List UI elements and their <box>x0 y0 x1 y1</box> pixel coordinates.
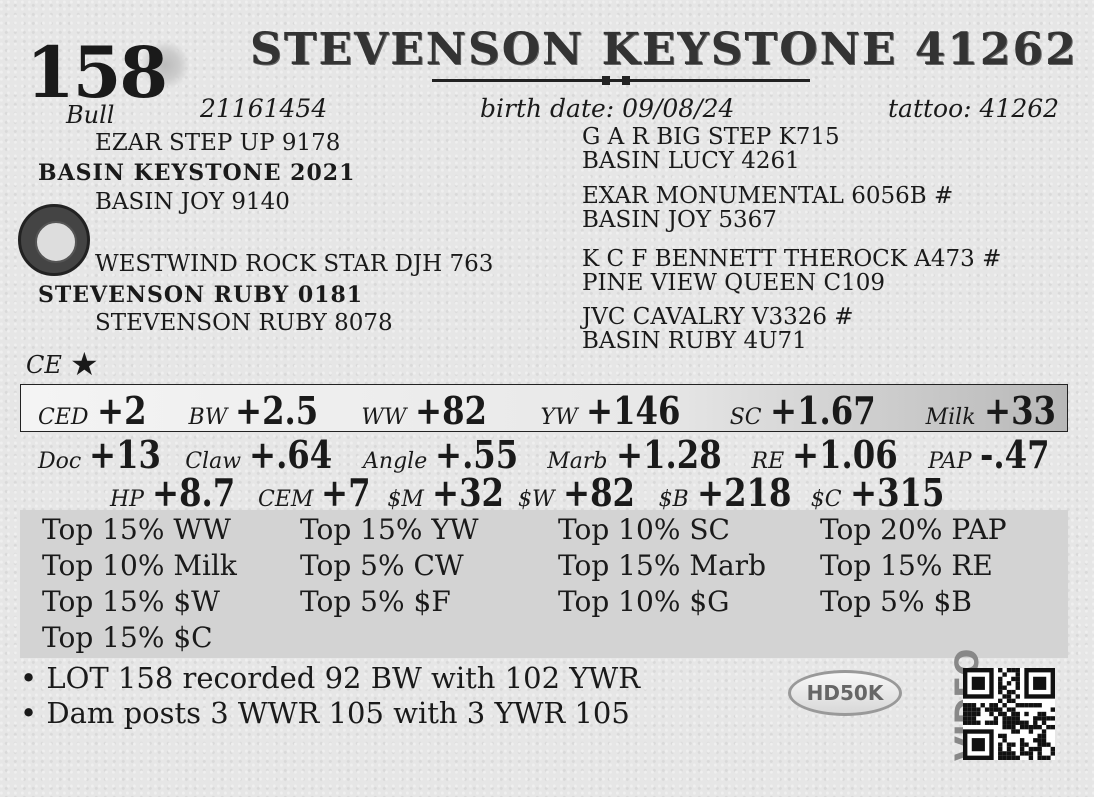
epd-value: +7 <box>321 470 371 515</box>
epd-value: +218 <box>696 470 792 515</box>
star-icon: ★ <box>70 345 99 383</box>
epd-label: Angle <box>363 449 428 474</box>
epd-label: $B <box>658 487 689 512</box>
epd-label: Milk <box>925 405 976 430</box>
epd-label: Marb <box>547 449 608 474</box>
percentile-item: Top 15% $W <box>42 585 220 618</box>
epd-row-3: HP +8.7 CEM +7 $M +32 $W +82 $B +218 $C +315 <box>110 470 956 515</box>
percentile-item: Top 20% PAP <box>820 513 1007 546</box>
dam-sire: WESTWIND ROCK STAR DJH 763 <box>95 251 494 277</box>
epd-value: +32 <box>431 470 504 515</box>
title-rule <box>432 76 810 85</box>
epd-label: RE <box>751 449 785 474</box>
epd-value: +.55 <box>435 432 519 477</box>
sire-sire: EZAR STEP UP 9178 <box>95 130 341 156</box>
hd50k-logo: HD50K <box>788 670 902 716</box>
epd-label: HP <box>110 487 144 512</box>
dd-sire: JVC CAVALRY V3326 # <box>582 304 854 330</box>
birth-date: birth date: 09/08/24 <box>480 94 735 123</box>
sire: BASIN KEYSTONE 2021 <box>38 160 356 186</box>
ss-dam: BASIN LUCY 4261 <box>582 148 800 174</box>
epd-value: +2.5 <box>235 388 319 433</box>
percentile-box <box>20 510 1068 658</box>
percentile-item: Top 15% Marb <box>558 549 766 582</box>
ss-sire: G A R BIG STEP K715 <box>582 124 840 150</box>
epd-label: PAP <box>928 449 972 474</box>
qr-code-icon[interactable] <box>963 668 1055 760</box>
dam: STEVENSON RUBY 0181 <box>38 282 364 308</box>
epd-label: WW <box>361 405 407 430</box>
epd-row-1: CED +2 BW +2.5 WW +82 YW +146 SC +1.67 Milk +33 <box>38 388 1090 433</box>
dam-dam: STEVENSON RUBY 8078 <box>95 310 393 336</box>
epd-label: $W <box>517 487 555 512</box>
epd-value: +82 <box>562 470 635 515</box>
percentile-item: Top 10% Milk <box>42 549 237 582</box>
epd-label: SC <box>729 405 762 430</box>
epd-value: +1.28 <box>615 432 722 477</box>
tattoo: tattoo: 41262 <box>888 94 1060 123</box>
percentile-item: Top 15% YW <box>300 513 479 546</box>
epd-value: +8.7 <box>152 470 236 515</box>
epd-value: +1.06 <box>792 432 898 477</box>
percentile-item: Top 15% RE <box>820 549 993 582</box>
sd-sire: EXAR MONUMENTAL 6056B # <box>582 183 954 209</box>
epd-row-2: Doc +13 Claw +.64 Angle +.55 Marb +1.28 RE +1.06 P… <box>38 432 1086 477</box>
lot-number: 158 <box>26 31 168 114</box>
epd-value: +.64 <box>249 432 333 477</box>
sd-dam: BASIN JOY 5367 <box>582 207 777 233</box>
percentile-item: Top 5% CW <box>300 549 464 582</box>
dd-dam: BASIN RUBY 4U71 <box>582 328 807 354</box>
note: • LOT 158 recorded 92 BW with 102 YWR <box>20 661 641 695</box>
sex-label: Bull <box>66 101 115 129</box>
epd-label: Claw <box>185 449 242 474</box>
epd-value: +146 <box>585 388 681 433</box>
percentile-item: Top 10% SC <box>558 513 730 546</box>
epd-value: +33 <box>983 388 1056 433</box>
percentile-item: Top 15% WW <box>42 513 231 546</box>
epd-label: CEM <box>258 487 314 512</box>
percentile-item: Top 5% $B <box>820 585 972 618</box>
sire-dam: BASIN JOY 9140 <box>95 189 290 215</box>
burst-decoration <box>140 40 190 90</box>
percentile-item: Top 10% $G <box>558 585 730 618</box>
registration-number: 21161454 <box>200 94 328 123</box>
ds-dam: PINE VIEW QUEEN C109 <box>582 270 885 296</box>
epd-label: CED <box>38 405 89 430</box>
registry-seal-logo <box>18 204 90 276</box>
epd-value: +2 <box>96 388 147 433</box>
percentile-item: Top 15% $C <box>42 621 213 654</box>
epd-value: +1.67 <box>769 388 876 433</box>
epd-label: YW <box>540 405 578 430</box>
epd-label: Doc <box>38 449 82 474</box>
epd-label: $M <box>387 487 424 512</box>
ds-sire: K C F BENNETT THEROCK A473 # <box>582 246 1002 272</box>
epd-value: +315 <box>849 470 945 515</box>
epd-label: BW <box>188 405 228 430</box>
note: • Dam posts 3 WWR 105 with 3 YWR 105 <box>20 696 630 730</box>
animal-name: STEVENSON KEYSTONE 41262 <box>250 24 1078 75</box>
epd-label: $C <box>810 487 842 512</box>
epd-value: -.47 <box>979 432 1050 477</box>
epd-box <box>20 384 1068 432</box>
ce-label: CE <box>26 351 62 379</box>
epd-value: +82 <box>414 388 487 433</box>
percentile-item: Top 5% $F <box>300 585 451 618</box>
